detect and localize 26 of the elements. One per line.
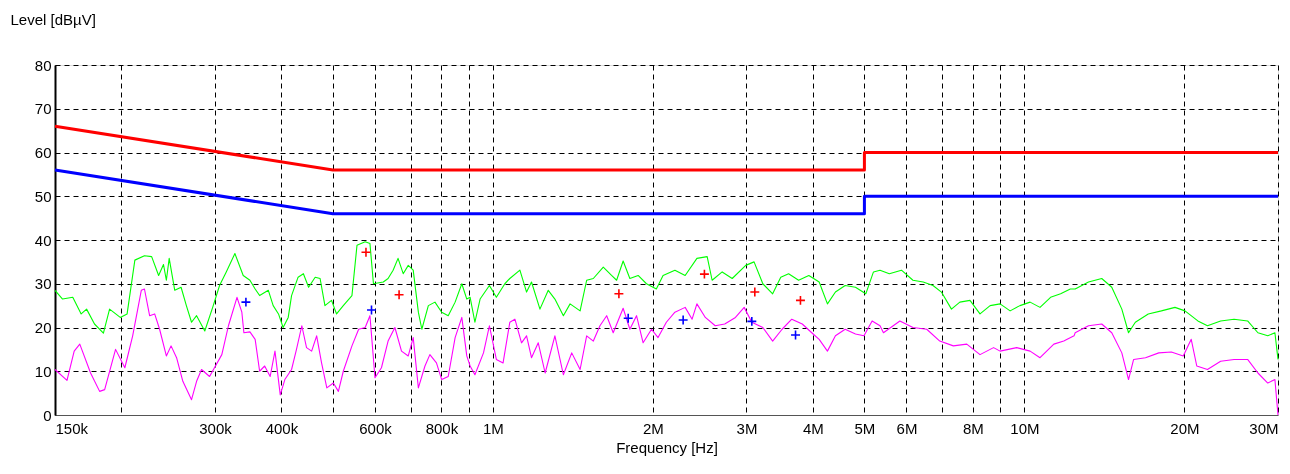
x-tick-label: 5M bbox=[854, 419, 876, 437]
y-axis-title: Level [dBµV] bbox=[10, 10, 96, 28]
x-tick-label: 300k bbox=[199, 419, 233, 437]
x-tick-label: 1M bbox=[482, 419, 504, 437]
x-tick-label: 6M bbox=[896, 419, 918, 437]
y-tick-label: 10 bbox=[34, 362, 52, 380]
y-tick-label: 0 bbox=[43, 406, 52, 424]
x-tick-label: 3M bbox=[736, 419, 758, 437]
y-tick-label: 20 bbox=[34, 319, 52, 336]
y-tick-label: 50 bbox=[34, 187, 52, 205]
x-tick-label: 800k bbox=[425, 419, 459, 437]
x-tick-label: 10M bbox=[1010, 419, 1040, 437]
y-tick-label: 80 bbox=[34, 56, 52, 74]
x-tick-label: 2M bbox=[642, 419, 664, 437]
x-tick-label: 400k bbox=[265, 419, 299, 437]
y-tick-label: 70 bbox=[34, 100, 52, 118]
x-axis-title: Frequency [Hz] bbox=[616, 438, 718, 456]
y-tick-label: 60 bbox=[34, 144, 52, 161]
y-tick-label: 30 bbox=[34, 275, 52, 293]
y-tick-label: 40 bbox=[34, 231, 52, 249]
x-tick-label: 8M bbox=[962, 419, 984, 437]
x-tick-label: 30M bbox=[1249, 419, 1279, 437]
x-tick-label: 4M bbox=[802, 419, 824, 437]
x-tick-label: 20M bbox=[1170, 419, 1200, 437]
x-tick-label: 150k bbox=[55, 419, 89, 437]
x-tick-label: 600k bbox=[359, 419, 393, 437]
